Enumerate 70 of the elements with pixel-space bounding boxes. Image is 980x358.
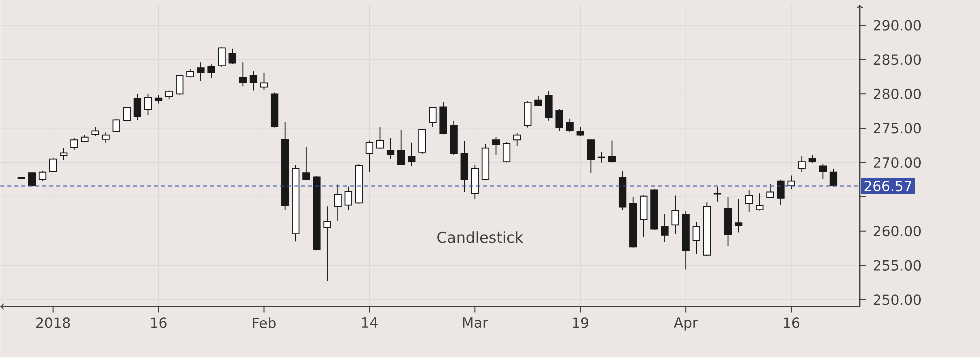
y-tick-label: 290.00 — [874, 20, 921, 31]
candlestick — [102, 132, 110, 144]
candlestick — [502, 142, 511, 164]
candlestick — [418, 130, 426, 156]
candlestick — [112, 119, 120, 132]
candlestick — [60, 148, 68, 161]
candlestick — [788, 175, 796, 190]
candlestick — [608, 140, 616, 164]
annotation: Candlestick — [438, 232, 524, 244]
candlestick — [598, 152, 606, 164]
candlestick — [334, 184, 342, 222]
candlestick — [197, 62, 205, 82]
candlestick — [228, 48, 236, 65]
candlestick — [398, 130, 406, 166]
candlestick — [661, 214, 669, 243]
candlestick — [777, 180, 785, 206]
y-tick-label: 280.00 — [874, 88, 921, 100]
candlestick — [38, 170, 47, 182]
x-tick-label: 19 — [573, 318, 589, 328]
candlestick — [545, 91, 553, 122]
candlestick — [386, 138, 395, 160]
candlestick — [672, 195, 680, 235]
candlestick — [746, 190, 754, 213]
y-tick-label: 285.00 — [874, 54, 921, 66]
y-tick-label: 250.00 — [874, 294, 921, 306]
candlestick — [239, 62, 247, 88]
x-tick-label: Mar — [463, 318, 488, 328]
candlestick — [50, 158, 58, 173]
candlestick — [766, 184, 774, 199]
y-tick-label: 270.00 — [874, 158, 921, 168]
candlestick — [714, 187, 722, 202]
candlestick — [218, 47, 226, 68]
x-tick-label: 14 — [362, 318, 378, 328]
candlestick — [830, 168, 838, 188]
candlestick — [134, 94, 142, 121]
x-tick-label: Feb — [253, 318, 276, 329]
candlestick — [514, 132, 522, 147]
candlestick — [208, 64, 216, 79]
x-tick-label: Apr — [674, 318, 698, 331]
candlestick — [734, 198, 743, 234]
candlestick — [302, 146, 310, 182]
candlestick — [640, 194, 648, 238]
candlestick — [756, 193, 764, 212]
y-tick-label: 275.00 — [874, 123, 921, 134]
candlestick — [587, 139, 595, 174]
candlestick — [798, 156, 806, 173]
candlestick — [376, 126, 384, 150]
y-tick-label: 255.00 — [874, 260, 921, 272]
candlestick — [144, 94, 152, 116]
x-tick-label: 16 — [784, 318, 800, 328]
candlestick — [492, 137, 500, 156]
candlestick — [176, 74, 184, 96]
x-tick-label: 2018 — [36, 318, 70, 328]
candlestick — [324, 206, 332, 282]
candlestick — [123, 106, 131, 122]
candlestick — [366, 140, 374, 173]
candlestick — [260, 72, 268, 91]
candlestick — [70, 138, 78, 151]
x-tick-label: 16 — [151, 318, 167, 328]
candlestick — [250, 71, 258, 92]
candlestick — [408, 142, 416, 167]
candlestick — [524, 100, 532, 128]
candlestick — [692, 222, 700, 255]
ref-line-label: 266.57 — [864, 181, 912, 192]
candlestick — [566, 118, 574, 134]
candlestick — [819, 164, 828, 180]
candlestick — [344, 186, 352, 211]
candlestick — [556, 108, 564, 132]
y-tick-label: 260.00 — [874, 226, 921, 237]
candlestick — [429, 106, 437, 128]
